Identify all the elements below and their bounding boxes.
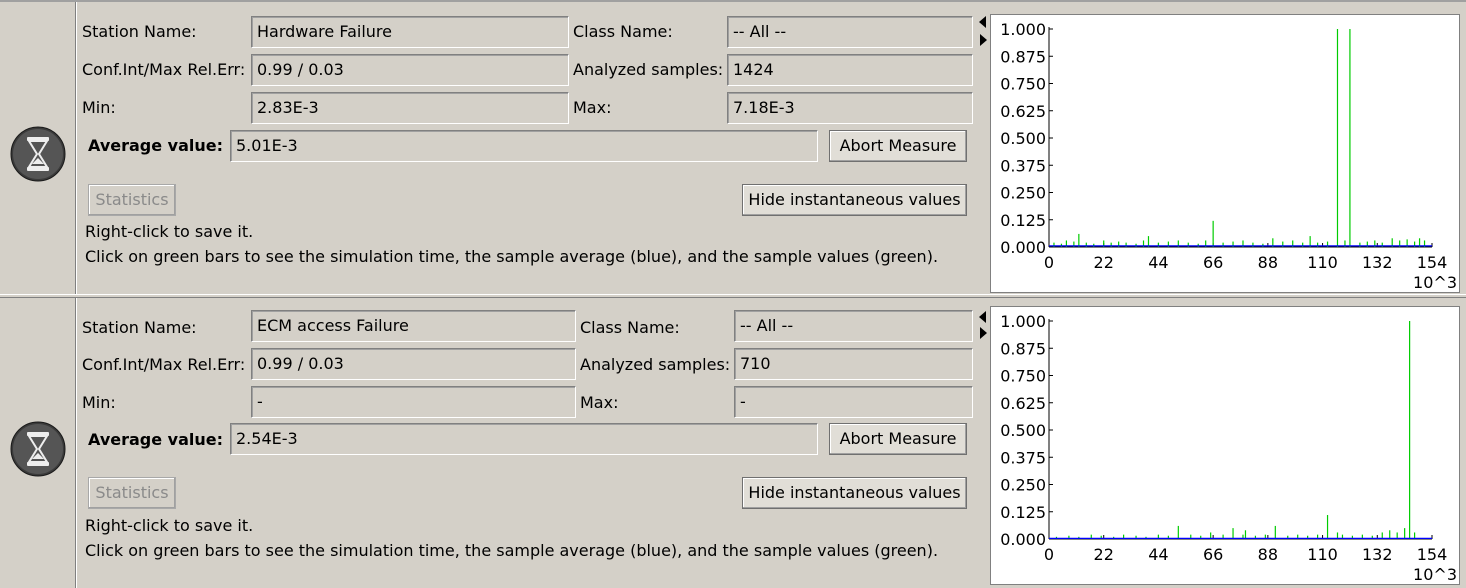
measure-panel-1: Station Name: Hardware Failure Class Nam… <box>0 0 1466 294</box>
class-name-label: Class Name: <box>580 318 680 337</box>
x-tick-label: 88 <box>1258 545 1278 564</box>
y-tick-label: 0.125 <box>1000 503 1046 522</box>
x-tick-label: 66 <box>1203 253 1223 272</box>
average-value-label: Average value: <box>88 136 224 155</box>
hint-save: Right-click to save it. <box>85 222 254 241</box>
max-label: Max: <box>573 98 612 117</box>
max-label: Max: <box>580 393 619 412</box>
triangle-left-icon[interactable] <box>979 16 986 28</box>
abort-measure-button[interactable]: Abort Measure <box>829 130 967 162</box>
x-tick-label: 44 <box>1148 253 1168 272</box>
x-tick-label: 22 <box>1094 545 1114 564</box>
station-name-label: Station Name: <box>82 318 197 337</box>
max-field: 7.18E-3 <box>727 92 973 124</box>
statistics-button[interactable]: Statistics <box>88 477 176 509</box>
x-tick-label: 66 <box>1203 545 1223 564</box>
x-tick-label: 88 <box>1258 253 1278 272</box>
y-tick-label: 1.000 <box>1000 312 1046 331</box>
analyzed-samples-field: 1424 <box>727 54 973 86</box>
analyzed-samples-field: 710 <box>734 348 973 380</box>
min-label: Min: <box>82 98 116 117</box>
chart-panel-1[interactable]: 0.000 0.125 0.250 0.375 0.500 0.625 0.750 0.875… <box>990 14 1460 293</box>
y-tick-label: 1.000 <box>1000 20 1046 39</box>
y-tick-label: 0.250 <box>1000 184 1046 203</box>
y-tick-label: 0.625 <box>1000 102 1046 121</box>
hint-save: Right-click to save it. <box>85 516 254 535</box>
abort-measure-button[interactable]: Abort Measure <box>829 423 967 455</box>
min-field: 2.83E-3 <box>251 92 569 124</box>
measure-panel-2: Station Name: ECM access Failure Class N… <box>0 298 1466 588</box>
y-tick-label: 0.625 <box>1000 394 1046 413</box>
conf-int-label: Conf.Int/Max Rel.Err: <box>82 355 246 374</box>
hide-instantaneous-values-button[interactable]: Hide instantaneous values <box>742 477 967 509</box>
x-tick-label: 110 <box>1307 253 1338 272</box>
hide-instantaneous-values-button[interactable]: Hide instantaneous values <box>742 184 967 216</box>
class-name-label: Class Name: <box>573 22 673 41</box>
panel-divider[interactable] <box>0 294 1466 298</box>
x-tick-label: 132 <box>1362 545 1393 564</box>
min-field: - <box>251 386 576 418</box>
x-tick-label: 154 <box>1417 545 1448 564</box>
y-tick-label: 0.000 <box>1000 238 1046 257</box>
x-tick-label: 22 <box>1094 253 1114 272</box>
triangle-left-icon[interactable] <box>979 311 986 323</box>
panel-left-strip <box>0 2 77 294</box>
statistics-button[interactable]: Statistics <box>88 184 176 216</box>
analyzed-samples-label: Analyzed samples: <box>580 355 731 374</box>
chart-1[interactable]: 0.000 0.125 0.250 0.375 0.500 0.625 0.750 0.875… <box>991 15 1459 292</box>
y-tick-label: 0.750 <box>1000 367 1046 386</box>
x-tick-label: 132 <box>1362 253 1393 272</box>
x-tick-label: 0 <box>1044 253 1054 272</box>
y-tick-label: 0.500 <box>1000 129 1046 148</box>
chart-2[interactable]: 0.000 0.125 0.250 0.375 0.500 0.625 0.750 0.875… <box>991 307 1459 584</box>
y-tick-label: 0.000 <box>1000 530 1046 549</box>
max-field: - <box>734 386 973 418</box>
conf-int-field: 0.99 / 0.03 <box>251 348 576 380</box>
panel-left-strip <box>0 298 77 588</box>
min-label: Min: <box>82 393 116 412</box>
class-name-field: -- All -- <box>734 310 973 342</box>
x-tick-label: 0 <box>1044 545 1054 564</box>
y-tick-label: 0.875 <box>1000 339 1046 358</box>
x-tick-label: 44 <box>1148 545 1168 564</box>
y-tick-label: 0.125 <box>1000 211 1046 230</box>
average-value-field: 2.54E-3 <box>230 423 818 455</box>
y-tick-label: 0.500 <box>1000 421 1046 440</box>
average-value-field: 5.01E-3 <box>230 130 818 162</box>
conf-int-label: Conf.Int/Max Rel.Err: <box>82 60 246 79</box>
x-unit-label: 10^3 <box>1413 565 1457 584</box>
y-tick-label: 0.875 <box>1000 47 1046 66</box>
station-name-label: Station Name: <box>82 22 197 41</box>
average-value-label: Average value: <box>88 430 224 449</box>
chart-panel-2[interactable]: 0.000 0.125 0.250 0.375 0.500 0.625 0.750 0.875… <box>990 306 1460 585</box>
y-tick-label: 0.375 <box>1000 448 1046 467</box>
station-name-field: ECM access Failure <box>251 310 576 342</box>
y-tick-label: 0.250 <box>1000 476 1046 495</box>
y-tick-label: 0.750 <box>1000 75 1046 94</box>
hourglass-icon <box>10 126 66 182</box>
hourglass-icon <box>10 421 66 477</box>
y-tick-label: 0.375 <box>1000 156 1046 175</box>
triangle-right-icon[interactable] <box>980 34 987 46</box>
x-unit-label: 10^3 <box>1413 273 1457 292</box>
hint-green-bars: Click on green bars to see the simulatio… <box>85 541 939 560</box>
station-name-field: Hardware Failure <box>251 16 569 48</box>
analyzed-samples-label: Analyzed samples: <box>573 60 724 79</box>
triangle-right-icon[interactable] <box>980 327 987 339</box>
x-tick-label: 154 <box>1417 253 1448 272</box>
class-name-field: -- All -- <box>727 16 973 48</box>
x-tick-label: 110 <box>1307 545 1338 564</box>
hint-green-bars: Click on green bars to see the simulatio… <box>85 247 939 266</box>
conf-int-field: 0.99 / 0.03 <box>251 54 569 86</box>
